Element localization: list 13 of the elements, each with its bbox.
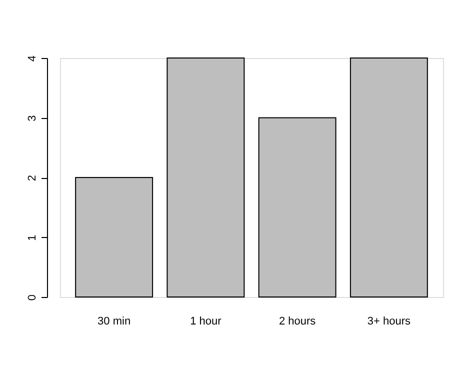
bar [166,58,245,298]
y-tick-label: 3 [26,115,38,122]
bar [75,177,154,298]
x-tick-label: 1 hour [190,316,222,328]
y-tick-label: 0 [26,294,38,301]
bar [350,58,428,298]
x-tick-label: 3+ hours [367,316,411,328]
y-tick-label: 2 [26,174,38,182]
bar [258,117,336,298]
y-tick-label: 1 [26,234,38,241]
y-tick-label: 4 [26,55,38,62]
x-tick-label: 2 hours [278,316,316,328]
x-tick-label: 30 min [98,316,131,328]
